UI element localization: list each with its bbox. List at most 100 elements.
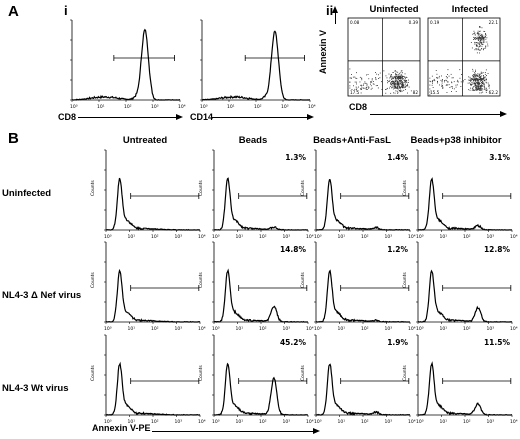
- x-tick-label: 10⁴: [408, 419, 416, 425]
- x-tick-label: 10³: [487, 419, 495, 425]
- x-tick-label: 10⁴: [308, 104, 316, 110]
- x-tick-label: 10²: [463, 419, 471, 425]
- col-header-beads: Beads: [238, 135, 268, 146]
- uninfected-title: Uninfected: [369, 4, 419, 15]
- x-tick-label: 10⁰: [200, 104, 208, 110]
- counts-label: Counts: [300, 272, 306, 288]
- col-header-untreated: Untreated: [122, 135, 168, 146]
- histogram-r3-c2: 10⁰ 10¹ 10² 10³ 10⁴ Counts 45.2%: [198, 334, 314, 425]
- x-tick-label: 10²: [151, 326, 159, 332]
- x-tick-label: 10⁴: [306, 326, 314, 332]
- x-tick-label: 10⁴: [408, 234, 416, 240]
- counts-label: Counts: [402, 272, 408, 288]
- histogram-r3-c4: 10⁰ 10¹ 10² 10³ 10⁴ Counts 11.5%: [402, 334, 518, 425]
- cd8-axis-label: CD8: [58, 112, 77, 122]
- x-tick-label: 10¹: [440, 326, 448, 332]
- dot-cloud: [429, 26, 490, 96]
- x-tick-label: 10³: [283, 326, 291, 332]
- quadrant-ll-value: 15.5: [430, 90, 440, 95]
- x-tick-label: 10⁰: [70, 104, 78, 110]
- x-tick-label: 10¹: [440, 234, 448, 240]
- counts-label: Counts: [300, 180, 306, 196]
- histogram-r2-c2: 10⁰ 10¹ 10² 10³ 10⁴ Counts 14.8%: [198, 241, 314, 332]
- histogram-r1-c2: 10⁰ 10¹ 10² 10³ 10⁴ Counts 1.3%: [198, 149, 314, 240]
- quadrant-lr-value: 62.2: [489, 90, 499, 95]
- x-tick-label: 10⁰: [416, 234, 424, 240]
- x-tick-label: 10¹: [440, 419, 448, 425]
- col-header-beads-p38: Beads+p38 inhibitor: [410, 135, 502, 146]
- x-tick-label: 10⁰: [314, 326, 322, 332]
- annexin-arrow-line: [335, 12, 336, 24]
- annexin-pe-arrowhead: [313, 428, 320, 434]
- x-tick-label: 10⁰: [212, 326, 220, 332]
- histogram-trace: [201, 30, 310, 101]
- quadrant-ll-value: 17.5: [350, 90, 360, 95]
- panel-a-letter: A: [8, 3, 19, 20]
- annexin-v-pe-axis-label: Annexin V-PE: [92, 423, 151, 433]
- histogram-trace: [105, 361, 201, 416]
- uninfected-dot-plot: 0.08 0.39 17.5 82: [347, 17, 421, 97]
- x-tick-label: 10³: [175, 326, 183, 332]
- histogram-r2-c3: 10⁰ 10¹ 10² 10³ 10⁴ Counts 1.2%: [300, 241, 416, 332]
- x-tick-label: 10²: [259, 234, 267, 240]
- x-tick-label: 10⁴: [198, 419, 206, 425]
- x-tick-label: 10³: [151, 104, 159, 110]
- x-tick-label: 10³: [385, 234, 393, 240]
- counts-label: Counts: [402, 180, 408, 196]
- x-tick-label: 10¹: [338, 326, 346, 332]
- x-tick-label: 10⁴: [306, 234, 314, 240]
- x-tick-label: 10¹: [236, 234, 244, 240]
- cd14-histogram: 10⁰ 10¹ 10² 10³ 10⁴: [200, 19, 316, 110]
- histogram-trace: [315, 179, 410, 231]
- row-label-delta-nef: NL4-3 Δ Nef virus: [2, 290, 82, 301]
- x-tick-label: 10¹: [338, 419, 346, 425]
- panel-b-letter: B: [8, 130, 19, 147]
- x-tick-label: 10⁰: [104, 419, 112, 425]
- x-tick-label: 10⁰: [416, 326, 424, 332]
- x-tick-label: 10³: [175, 234, 183, 240]
- cd14-arrow: [212, 117, 308, 118]
- x-tick-label: 10²: [361, 419, 369, 425]
- annexin-pe-arrow: [152, 431, 314, 432]
- cd8-arrowhead: [176, 114, 183, 120]
- x-tick-label: 10²: [124, 104, 132, 110]
- x-tick-label: 10¹: [128, 234, 136, 240]
- infected-dot-plot: 0.19 22.1 15.5 62.2: [427, 17, 501, 97]
- histogram-trace: [417, 177, 513, 231]
- counts-label: Counts: [90, 180, 96, 196]
- row-label-uninfected: Uninfected: [2, 188, 52, 199]
- quadrant-lr-value: 82: [413, 90, 419, 95]
- col-header-beads-anti-fasl: Beads+Anti-FasL: [313, 135, 391, 146]
- x-tick-label: 10⁴: [198, 234, 206, 240]
- x-tick-label: 10¹: [236, 419, 244, 425]
- x-tick-label: 10⁴: [510, 234, 518, 240]
- x-tick-label: 10⁰: [314, 419, 322, 425]
- counts-label: Counts: [90, 272, 96, 288]
- x-tick-label: 10¹: [338, 234, 346, 240]
- histogram-trace: [105, 177, 200, 231]
- histogram-r3-c1: 10⁰ 10¹ 10² 10³ 10⁴ Counts: [90, 334, 206, 425]
- x-tick-label: 10⁰: [104, 234, 112, 240]
- counts-label: Counts: [198, 272, 204, 288]
- x-tick-label: 10³: [281, 104, 289, 110]
- panel-a-ii-label: ii: [326, 3, 334, 18]
- x-tick-label: 10⁰: [212, 234, 220, 240]
- histogram-r2-c4: 10⁰ 10¹ 10² 10³ 10⁴ Counts 12.8%: [402, 241, 518, 332]
- cd8-histogram: 10⁰ 10¹ 10² 10³ 10⁴: [70, 19, 186, 110]
- histogram-trace: [105, 268, 201, 323]
- x-tick-label: 10³: [487, 234, 495, 240]
- counts-label: Counts: [90, 365, 96, 381]
- plot-frame: [347, 17, 421, 97]
- counts-label: Counts: [402, 365, 408, 381]
- x-tick-label: 10²: [463, 326, 471, 332]
- x-tick-label: 10⁰: [104, 326, 112, 332]
- a-ii-cd8-axis-label: CD8: [349, 102, 368, 112]
- histogram-r1-c3: 10⁰ 10¹ 10² 10³ 10⁴ Counts 1.4%: [300, 149, 416, 240]
- counts-label: Counts: [198, 365, 204, 381]
- x-tick-label: 10⁰: [212, 419, 220, 425]
- x-tick-label: 10²: [151, 419, 159, 425]
- cd14-arrowhead: [307, 114, 314, 120]
- a-ii-cd8-arrow: [370, 114, 500, 115]
- x-tick-label: 10³: [283, 234, 291, 240]
- annexin-arrowhead: [332, 6, 338, 13]
